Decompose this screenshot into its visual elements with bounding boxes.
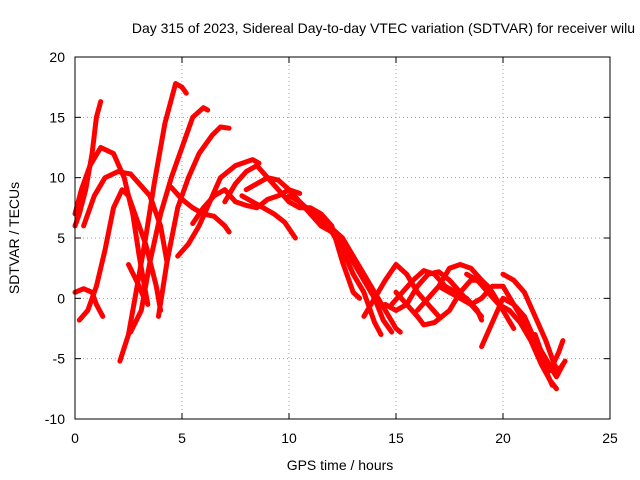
- series-arc-5: [81, 169, 170, 265]
- chart-title: Day 315 of 2023, Sidereal Day-to-day VTE…: [132, 20, 635, 36]
- series-arc-9: [156, 124, 232, 319]
- y-axis-label: SDTVAR / TECUs: [6, 182, 22, 294]
- y-tick-label: -5: [53, 351, 66, 367]
- series-arc-17: [307, 211, 403, 335]
- y-tick-label: 10: [49, 170, 65, 186]
- series-group: [72, 81, 568, 392]
- series-arc-28: [543, 358, 568, 374]
- y-tick-label: 15: [49, 109, 65, 125]
- y-tick-label: -10: [45, 411, 65, 427]
- series-arc-8: [128, 105, 211, 335]
- y-tick-label: 20: [49, 49, 65, 65]
- x-tick-label: 10: [281, 430, 297, 446]
- series-arc-14: [239, 193, 298, 241]
- series-arc-6: [117, 81, 189, 364]
- x-tick-label: 0: [71, 430, 79, 446]
- x-tick-label: 20: [495, 430, 511, 446]
- series-arc-16: [286, 193, 395, 335]
- y-tick-label: 0: [57, 290, 65, 306]
- x-tick-label: 15: [388, 430, 404, 446]
- x-axis-label: GPS time / hours: [287, 457, 394, 473]
- x-tick-label: 5: [178, 430, 186, 446]
- x-tick-label: 25: [602, 430, 618, 446]
- y-tick-label: 5: [57, 230, 65, 246]
- series-arc-24: [464, 271, 559, 392]
- series-arc-11: [175, 157, 262, 259]
- axis-ticks: 0 5 10 15 20 25 -10 -5 0 5 10 15 20: [45, 49, 618, 446]
- grid: [75, 57, 610, 419]
- series-arc-2: [72, 145, 151, 307]
